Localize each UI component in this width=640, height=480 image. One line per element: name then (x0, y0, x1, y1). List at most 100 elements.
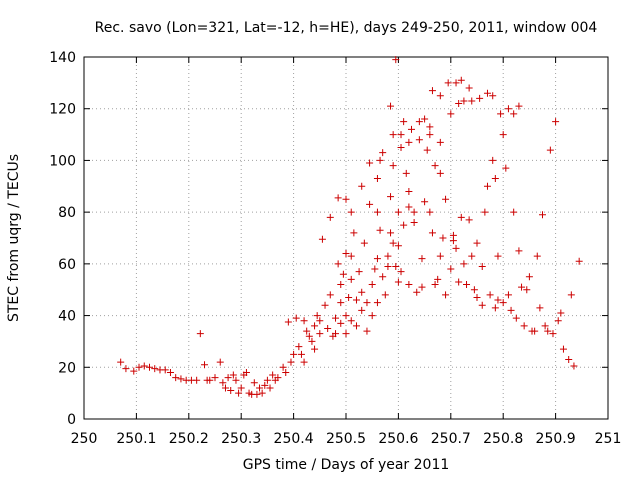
data-point (478, 301, 486, 309)
data-point (311, 345, 319, 353)
data-point (408, 125, 415, 133)
data-point (442, 195, 450, 203)
data-point (308, 337, 316, 345)
data-point (313, 312, 321, 320)
data-point (352, 296, 360, 304)
data-point (384, 252, 392, 260)
x-tick-label: 250.7 (431, 431, 471, 447)
data-point (334, 194, 342, 202)
data-point (389, 162, 397, 170)
data-point (512, 314, 520, 322)
data-point (358, 288, 366, 296)
data-point (347, 317, 355, 325)
data-point (465, 84, 473, 92)
y-tick-label: 60 (58, 257, 76, 273)
data-point (151, 365, 159, 373)
y-tick-label: 100 (49, 153, 76, 169)
data-point (502, 164, 510, 172)
data-point (400, 221, 408, 229)
data-point (470, 286, 478, 294)
data-point (473, 239, 481, 247)
data-point (316, 317, 324, 325)
data-point (473, 293, 481, 301)
data-point (321, 301, 329, 309)
data-point (449, 237, 457, 245)
data-point (224, 374, 232, 382)
data-point (536, 304, 544, 312)
data-point (279, 363, 287, 371)
data-point (476, 94, 484, 102)
y-tick-label: 140 (49, 50, 76, 66)
data-point (410, 208, 418, 216)
data-point (531, 327, 539, 335)
data-point (235, 389, 243, 397)
data-point (258, 389, 266, 397)
data-point (460, 97, 468, 105)
data-point (316, 330, 324, 338)
data-point (452, 244, 460, 252)
data-point (373, 175, 381, 183)
y-tick-label: 20 (58, 360, 76, 376)
data-point (352, 322, 360, 330)
data-point (366, 159, 374, 167)
data-point (397, 144, 405, 151)
data-point (368, 312, 376, 320)
data-point (342, 195, 350, 203)
data-point (567, 291, 575, 299)
data-point (460, 260, 468, 268)
data-point (405, 138, 413, 146)
data-point (376, 156, 384, 164)
data-point (575, 257, 583, 265)
data-point (557, 309, 565, 317)
data-point (436, 252, 444, 260)
data-point (392, 262, 400, 270)
data-point (350, 229, 358, 237)
data-point (347, 252, 355, 260)
data-point (193, 376, 201, 384)
data-point (256, 384, 264, 392)
data-point (219, 379, 227, 387)
data-point (544, 327, 552, 335)
data-point (428, 229, 436, 237)
data-point (379, 149, 387, 157)
data-point (284, 318, 292, 326)
data-point (347, 275, 355, 283)
data-point (518, 283, 526, 291)
data-point (381, 291, 389, 299)
data-point (371, 265, 379, 273)
data-point (287, 358, 295, 366)
data-point (253, 390, 261, 398)
data-point (229, 371, 237, 379)
x-tick-label: 250.3 (221, 431, 261, 447)
data-point (499, 299, 507, 307)
x-tick-label: 250 (71, 431, 98, 447)
data-point (387, 229, 395, 237)
data-point (468, 97, 476, 105)
data-point (434, 275, 442, 283)
data-point (211, 374, 219, 382)
data-point (491, 175, 499, 183)
data-point (491, 304, 499, 312)
data-point (166, 368, 174, 376)
data-point (463, 281, 471, 289)
data-point (455, 100, 463, 108)
data-point (392, 56, 400, 64)
y-tick-label: 80 (58, 205, 76, 221)
data-point (426, 208, 434, 216)
data-point (318, 235, 326, 243)
data-point (436, 92, 444, 100)
data-point (421, 115, 429, 123)
data-point (324, 325, 332, 332)
data-point (552, 118, 560, 126)
data-point (237, 384, 245, 392)
data-point (465, 216, 473, 224)
data-point (405, 281, 413, 289)
data-point (397, 268, 405, 276)
data-point (274, 374, 282, 382)
data-point (337, 299, 345, 307)
data-point (300, 358, 308, 366)
data-point (402, 169, 410, 177)
data-point (426, 123, 434, 131)
data-point (455, 278, 463, 286)
data-point (400, 118, 408, 126)
